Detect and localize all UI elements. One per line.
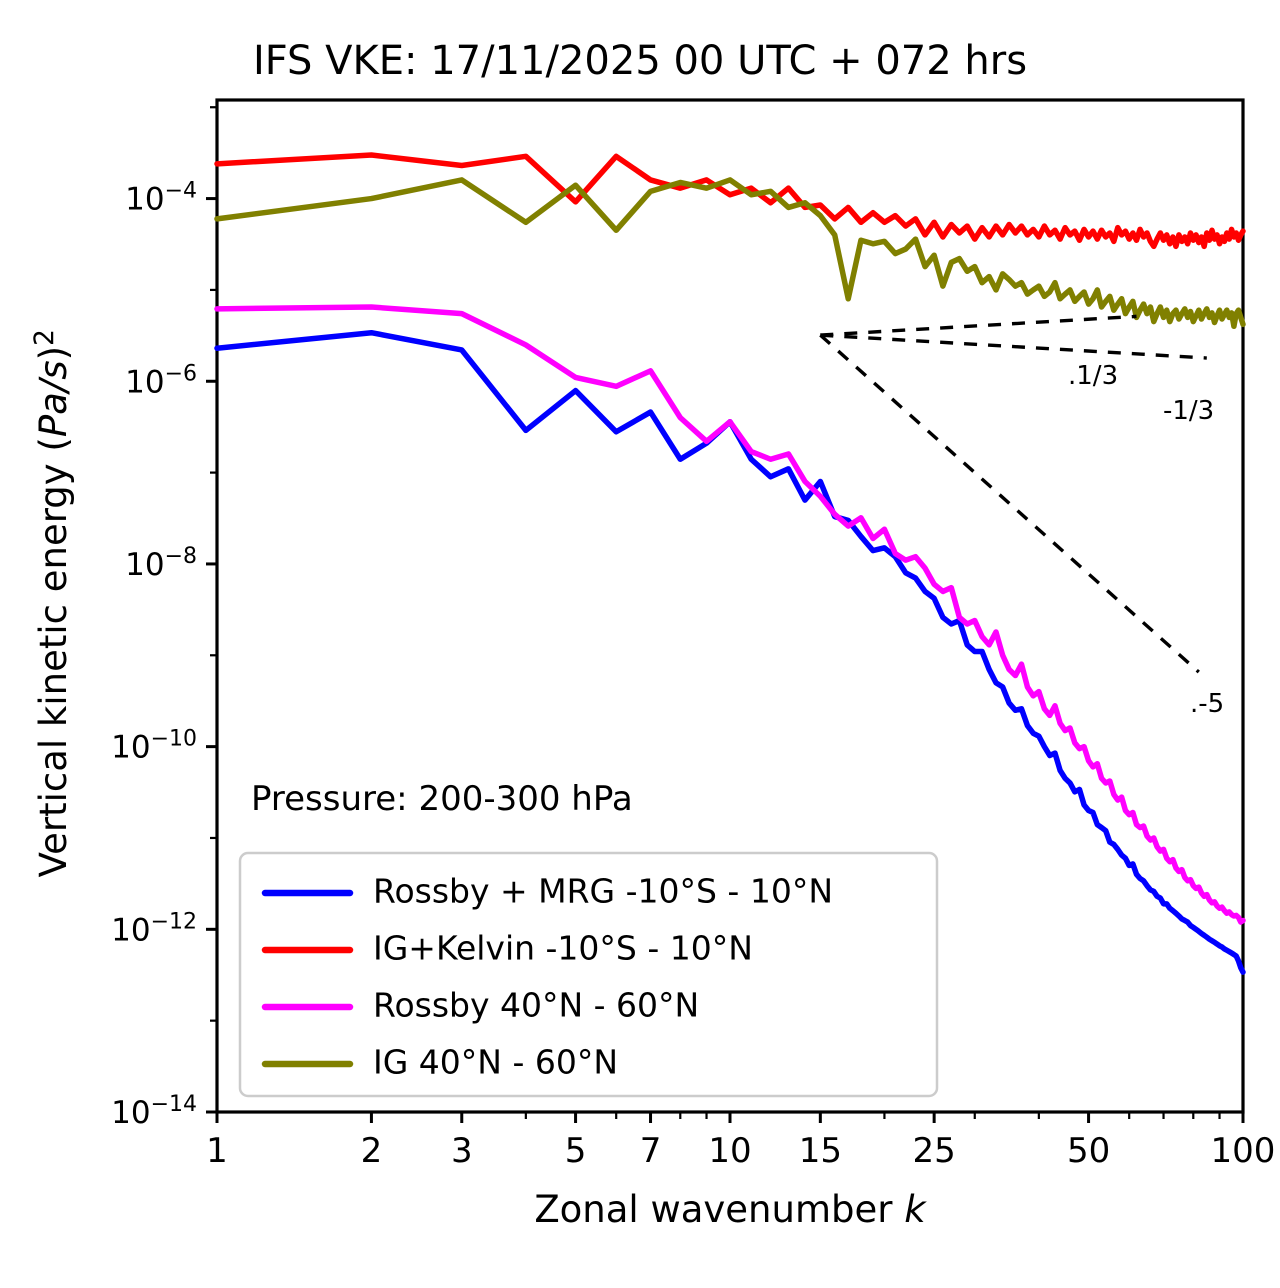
legend-label-2: Rossby 40°N - 60°N [373, 986, 699, 1025]
series-line-0 [214, 329, 1246, 975]
x-tick-label: 15 [799, 1131, 842, 1171]
x-tick-label: 2 [361, 1131, 383, 1171]
legend-box [238, 851, 939, 1098]
series-line-2 [214, 304, 1246, 925]
xlabel-part-1: Zonal wavenumber [534, 1188, 905, 1231]
legend-label-3: IG 40°N - 60°N [373, 1043, 618, 1082]
slope-line-2 [819, 333, 1200, 674]
x-tick-label: 50 [1067, 1131, 1110, 1171]
series-line-1 [214, 152, 1246, 250]
x-tick-label: 7 [640, 1131, 662, 1171]
page-title: IFS VKE: 17/11/2025 00 UTC + 072 hrs [252, 38, 1028, 84]
y-tick-label: 10−8 [125, 544, 197, 583]
legend-label-1: IG+Kelvin -10°S - 10°N [373, 929, 753, 968]
slope-label-2: .-5 [1190, 689, 1224, 719]
slope-label-0: .1/3 [1068, 361, 1118, 391]
x-tick-label: 3 [451, 1131, 473, 1171]
legend-label-0: Rossby + MRG -10°S - 10°N [373, 872, 833, 911]
y-tick-label: 10−4 [125, 179, 197, 218]
x-tick-label: 10 [708, 1131, 751, 1171]
slope-line-0 [820, 314, 1137, 337]
x-tick-label: 100 [1211, 1131, 1276, 1171]
y-tick-label: 10−12 [111, 909, 197, 948]
slope-label-1: -1/3 [1163, 396, 1214, 426]
x-axis-label: Zonal wavenumber k [217, 1188, 1243, 1231]
y-tick-label: 10−14 [111, 1092, 197, 1131]
x-tick-label: 25 [913, 1131, 956, 1171]
slope-line-1 [820, 333, 1207, 360]
xlabel-symbol: k [904, 1188, 926, 1231]
x-tick-label: 5 [565, 1131, 587, 1171]
series-line-3 [214, 177, 1246, 330]
x-tick-label: 1 [206, 1131, 228, 1171]
y-tick-label: 10−6 [125, 361, 197, 400]
y-tick-label: 10−10 [111, 727, 197, 766]
pressure-annotation: Pressure: 200-300 hPa [251, 779, 633, 819]
